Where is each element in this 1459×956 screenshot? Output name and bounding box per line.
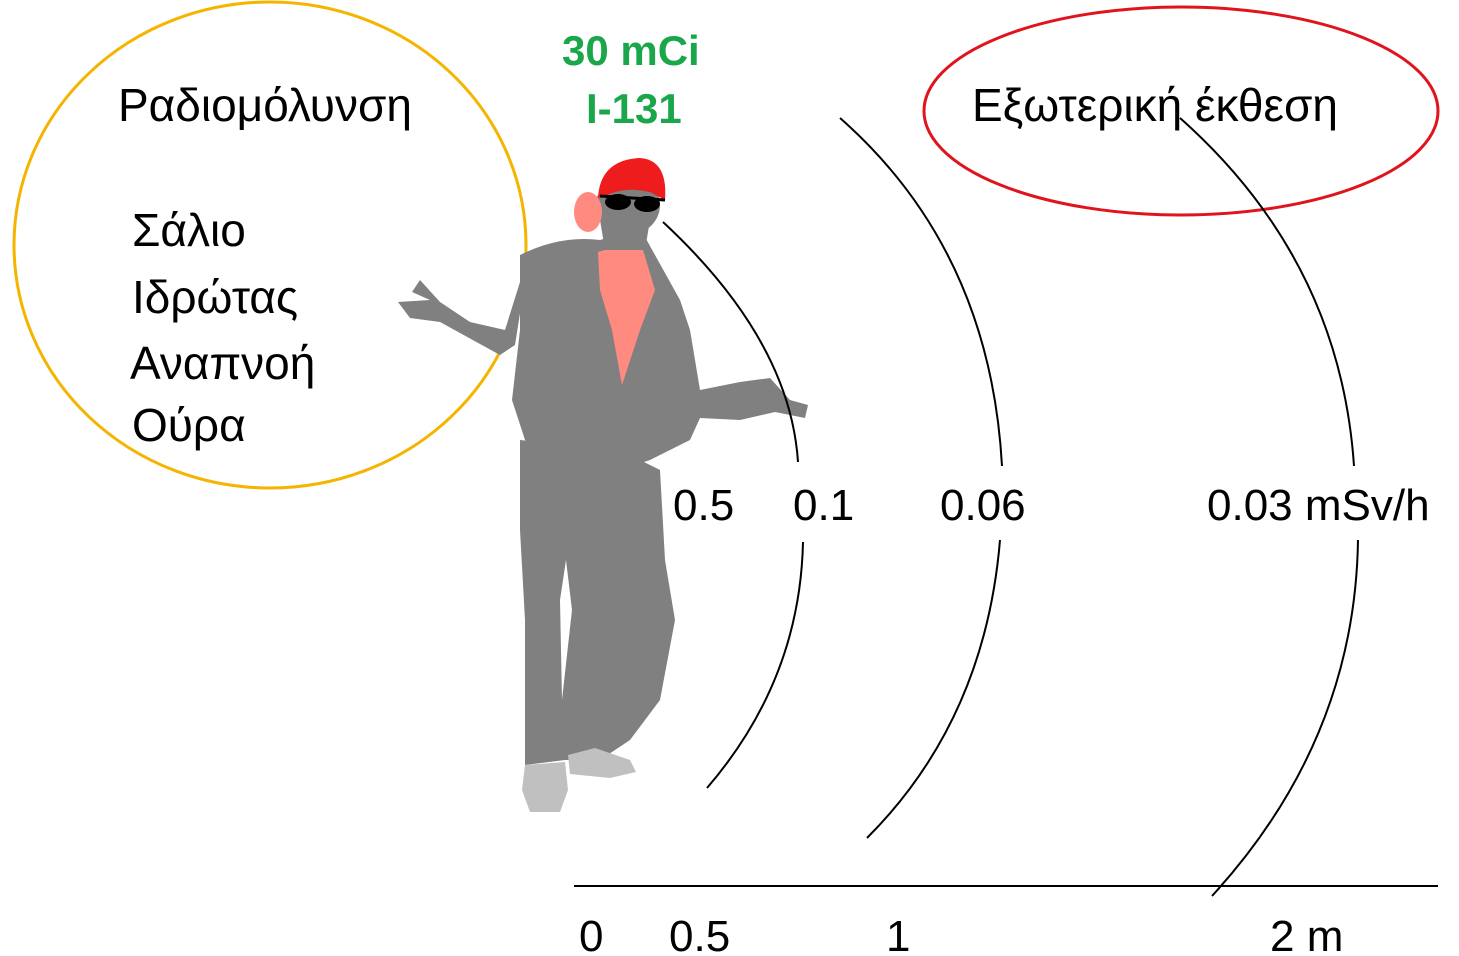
dose-rate-label: 0.1 [793,481,855,530]
distance-tick-label: 1 [886,912,911,956]
person-left-arm [398,250,530,355]
dose-arc-0.03-lower [1211,539,1359,897]
person-legs [520,440,675,765]
contamination-title: Ραδιομόλυνση [118,79,412,131]
dose-arc-0.1 [706,541,804,789]
sunglasses-icon [599,194,666,212]
external-exposure-title: Εξωτερική έκθεση [972,79,1338,131]
person-cap [598,158,666,200]
contamination-item-breath: Αναπνοή [130,337,316,389]
distance-tick-label: 0 [579,912,604,956]
contamination-item-sweat: Ιδρώτας [132,271,299,323]
dose-arc-0.06-upper [839,117,1003,467]
distance-tick-label: 2 m [1270,912,1344,956]
contamination-item-urine: Ούρα [132,399,246,451]
dose-arc-0.5 [662,221,799,463]
external-exposure-ellipse [922,5,1440,217]
dose-rate-label: 0.5 [673,481,735,530]
contamination-circle [12,0,528,490]
source-isotope: I-131 [586,85,682,132]
person-figure [398,158,808,812]
person-jacket [512,228,808,470]
person-ear [574,192,602,232]
dose-rate-label: 0.03 mSv/h [1207,481,1430,530]
person-shirt [598,240,655,385]
person-back-shoe [568,748,636,778]
person-front-shoe [522,762,568,812]
dose-rate-label: 0.06 [940,481,1026,530]
source-activity: 30 mCi [562,27,700,74]
dose-arc-0.03-upper [1179,117,1355,467]
distance-tick-label: 0.5 [669,912,731,956]
contamination-item-saliva: Σάλιο [132,204,246,256]
dose-arc-0.06-lower [866,539,1001,839]
